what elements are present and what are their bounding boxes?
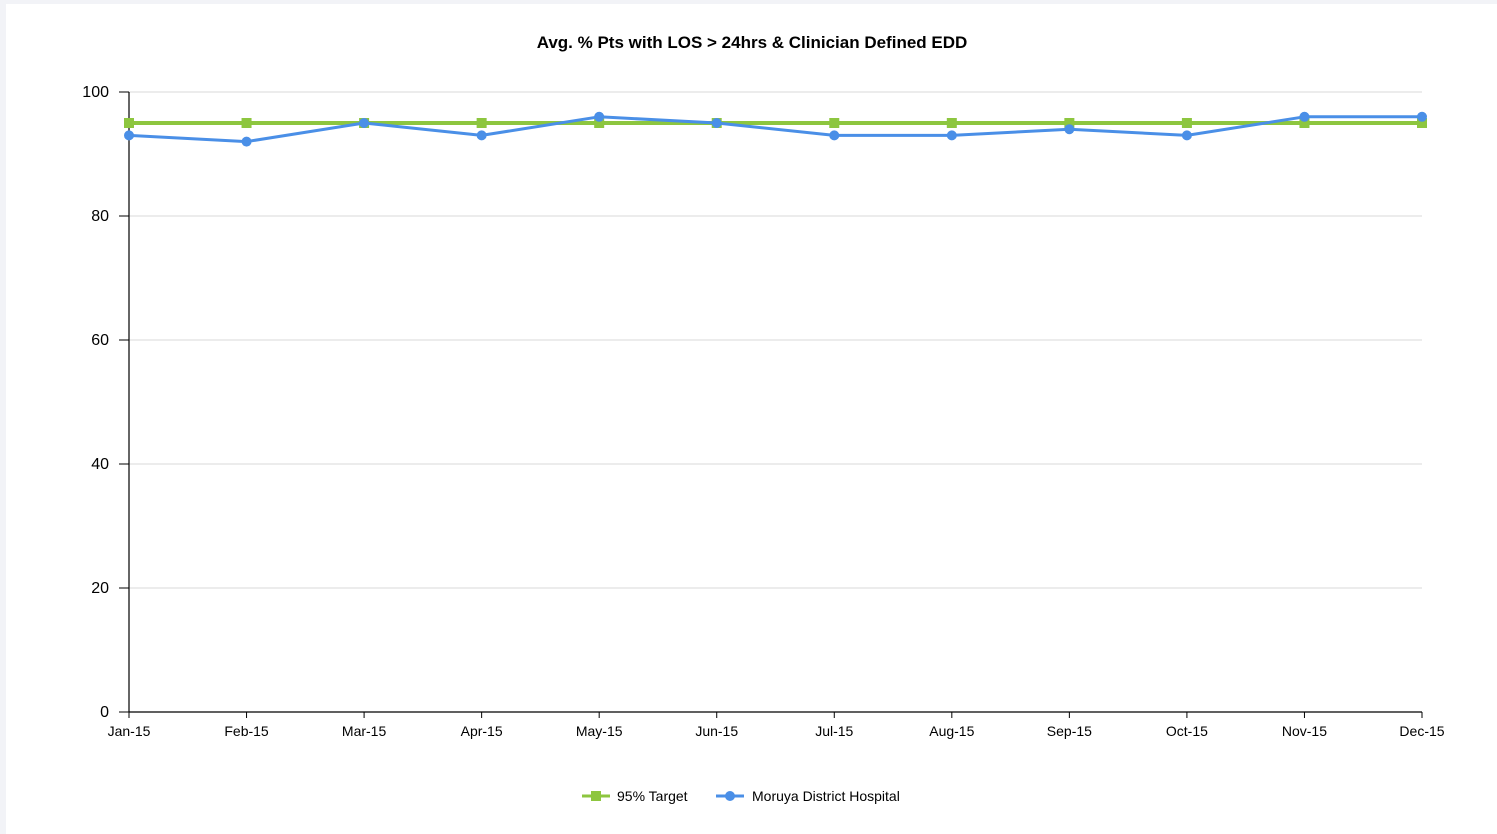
legend-item[interactable]: Moruya District Hospital <box>716 788 900 804</box>
data-point-square[interactable] <box>1181 118 1192 128</box>
data-point-square[interactable] <box>1299 118 1310 128</box>
data-point-circle[interactable] <box>359 118 370 128</box>
data-point-circle[interactable] <box>1417 111 1427 122</box>
legend-item[interactable]: 95% Target <box>582 788 688 804</box>
data-point-circle[interactable] <box>946 130 957 141</box>
data-point-circle[interactable] <box>241 136 252 147</box>
data-point-square[interactable] <box>1064 118 1075 128</box>
x-tick-label: Jul-15 <box>815 723 853 739</box>
data-point-square[interactable] <box>594 118 605 128</box>
x-tick-label: Dec-15 <box>1399 723 1444 739</box>
x-tick-label: Oct-15 <box>1166 723 1208 739</box>
data-point-circle[interactable] <box>711 118 722 128</box>
data-point-square[interactable] <box>946 118 957 128</box>
data-point-circle[interactable] <box>1299 111 1310 122</box>
legend-label: 95% Target <box>617 788 688 804</box>
data-point-square[interactable] <box>476 118 487 128</box>
x-tick-label: Sep-15 <box>1047 723 1092 739</box>
x-tick-label: Aug-15 <box>929 723 974 739</box>
grid <box>129 91 1422 589</box>
data-point-circle[interactable] <box>1064 124 1075 135</box>
data-point-circle[interactable] <box>829 130 840 141</box>
x-tick-label: Mar-15 <box>342 723 387 739</box>
x-tick-label: Feb-15 <box>224 723 269 739</box>
x-tick-label: May-15 <box>576 723 623 739</box>
y-tick-label: 40 <box>91 456 109 473</box>
x-tick-label: Nov-15 <box>1282 723 1327 739</box>
data-point-square[interactable] <box>829 118 840 128</box>
series-target <box>124 118 1427 128</box>
legend-marker-circle <box>725 791 735 801</box>
chart-panel <box>6 4 1497 834</box>
data-point-circle[interactable] <box>594 111 605 122</box>
data-point-square[interactable] <box>124 118 134 128</box>
x-axis: Jan-15 Feb-15 Mar-15 Apr-15 May-15 Jun-15 Jul-… <box>108 711 1445 739</box>
legend-label: Moruya District Hospital <box>752 788 900 804</box>
y-tick-label: 80 <box>91 208 109 225</box>
series-line <box>128 115 1422 144</box>
legend[interactable]: 95% Target Moruya District Hospital <box>582 788 900 804</box>
data-point-circle[interactable] <box>124 130 134 141</box>
data-point-square[interactable] <box>241 118 252 128</box>
series-hospital <box>124 111 1427 147</box>
x-tick-label: Jun-15 <box>695 723 738 739</box>
series-group <box>124 111 1427 147</box>
x-tick-label: Apr-15 <box>461 723 503 739</box>
data-point-circle[interactable] <box>1181 130 1192 141</box>
y-tick-label: 60 <box>91 332 109 349</box>
y-tick-label: 100 <box>82 84 109 101</box>
x-tick-label: Jan-15 <box>108 723 151 739</box>
data-point-square[interactable] <box>1417 118 1427 128</box>
y-tick-label: 20 <box>91 580 109 597</box>
data-point-circle[interactable] <box>476 130 487 141</box>
legend-marker-square <box>591 791 601 801</box>
y-tick-label: 0 <box>100 704 109 721</box>
y-axis: 0 20 40 60 80 100 <box>82 84 130 721</box>
chart-title: Avg. % Pts with LOS > 24hrs & Clinician … <box>537 33 968 52</box>
